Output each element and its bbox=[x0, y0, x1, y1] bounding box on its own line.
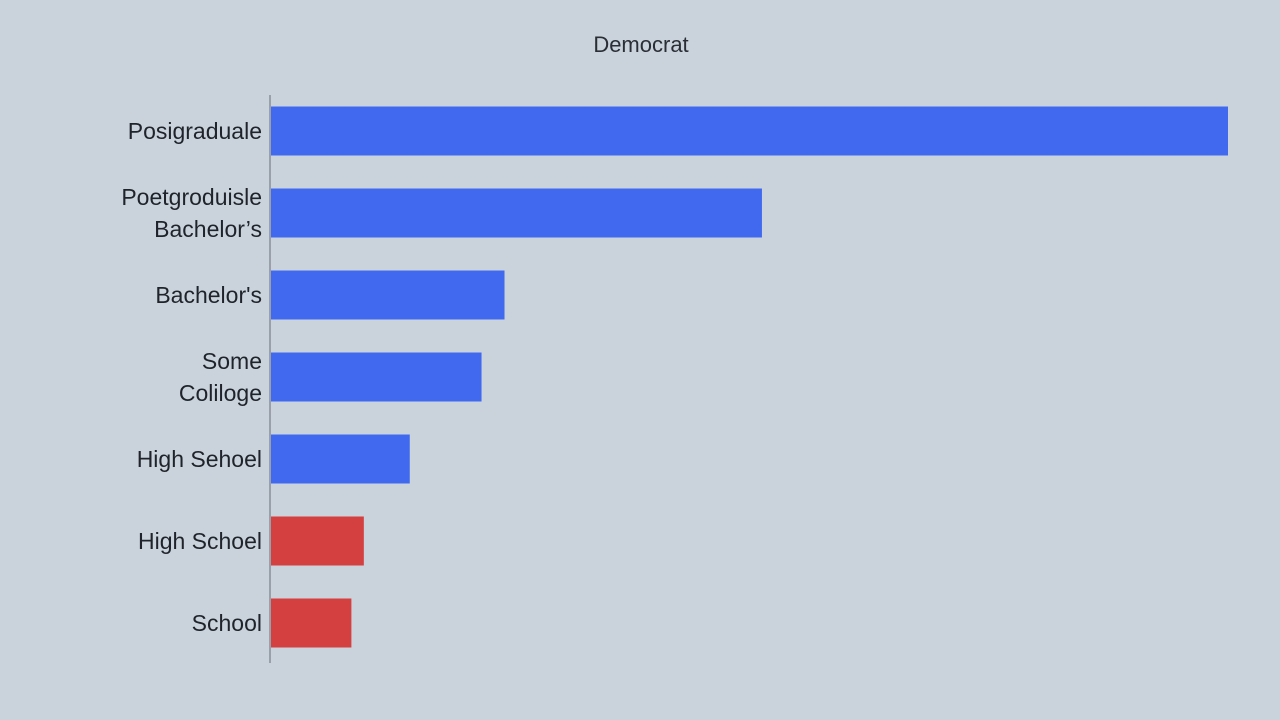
bar-1 bbox=[271, 188, 762, 238]
category-label-0-0: Posigraduale bbox=[128, 118, 262, 144]
category-label-1-1: Bachelor’s bbox=[154, 216, 262, 242]
bar-4 bbox=[271, 434, 410, 484]
category-label-2-0: Bachelor's bbox=[155, 282, 262, 308]
bar-5 bbox=[271, 516, 364, 566]
chart-title: Democrat bbox=[593, 32, 688, 57]
category-label-6-0: School bbox=[192, 610, 262, 636]
category-labels: Posigraduale Poetgroduisle Bachelor’s Bache… bbox=[121, 118, 262, 636]
category-label-5-0: High Schoel bbox=[138, 528, 262, 554]
category-label-1-0: Poetgroduisle bbox=[121, 184, 262, 210]
bars bbox=[271, 106, 1228, 648]
bar-6 bbox=[271, 598, 352, 648]
category-label-3-1: Coliloge bbox=[179, 380, 262, 406]
bar-0 bbox=[271, 106, 1228, 156]
bar-2 bbox=[271, 270, 505, 320]
category-label-4-0: High Sehoel bbox=[137, 446, 262, 472]
bar-3 bbox=[271, 352, 482, 402]
category-label-3-0: Some bbox=[202, 348, 262, 374]
